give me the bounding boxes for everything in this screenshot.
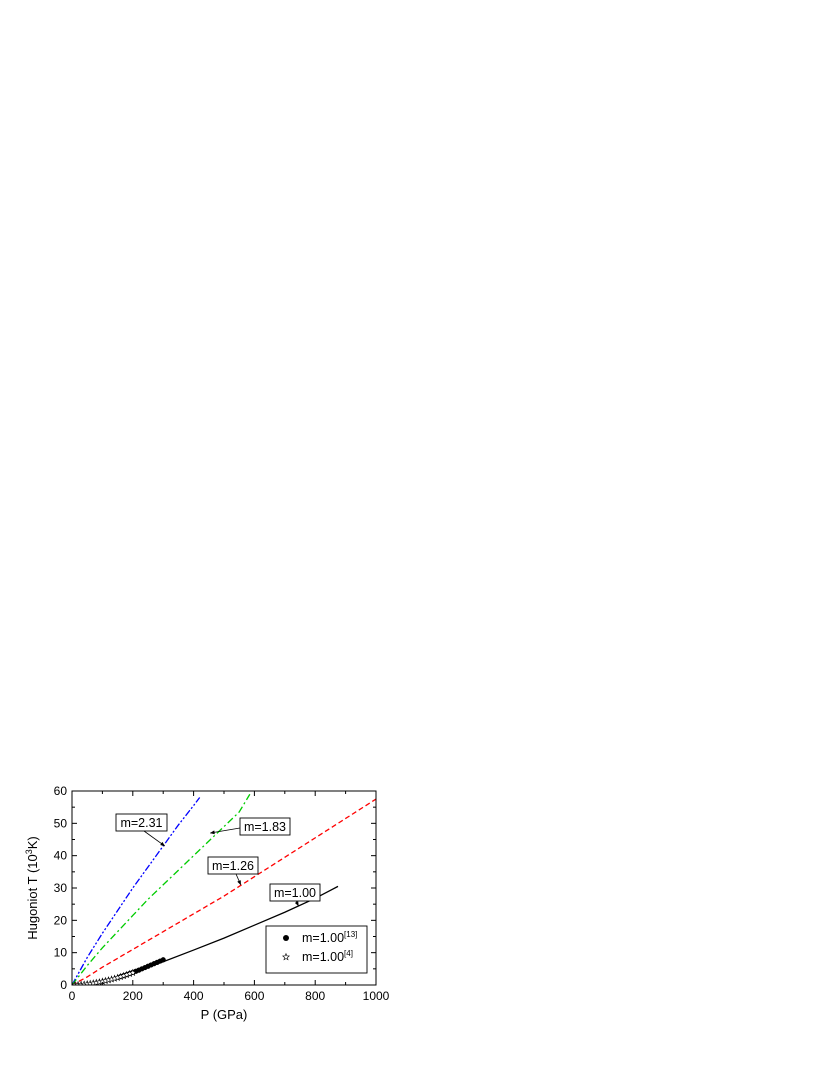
y-tick-label: 40 [54,849,68,863]
annotation-label: m=1.26 [212,859,254,873]
y-tick-label: 60 [54,784,68,798]
axis-ticks: 0 200 400 600 800 1000 0 10 20 30 40 50 60 [54,784,390,1003]
x-tick-label: 1000 [363,989,390,1003]
annotation-label: m=1.00 [274,886,316,900]
y-axis-title: Hugoniot T (103K) [24,836,40,940]
x-tick-label: 800 [305,989,325,1003]
y-axis-title-end: K) [25,836,40,849]
scatter-point-ref4 [128,968,137,976]
annotation-box [239,817,291,836]
plot-area [72,793,376,985]
series-line-m=1.83 [72,793,251,985]
annotation-m=1.26: m=1.26 [207,856,259,886]
legend-entry-ref: [4] [344,949,353,958]
legend-marker-circle [283,935,289,941]
legend-marker-star [282,952,290,961]
annotation-label: m=2.31 [120,816,162,830]
annotations: m=2.31 m=1.83 m=1.26 m=1.00 [115,813,321,907]
series-line-m=1.26 [72,798,376,985]
annotation-m=1.83: m=1.83 [209,817,291,836]
x-axis-title: P (GPa) [201,1007,248,1022]
y-tick-label: 0 [60,978,67,992]
y-tick-label: 20 [54,913,68,927]
legend-box [265,925,368,974]
annotation-arrow [143,830,166,847]
x-tick-label: 200 [123,989,143,1003]
annotation-label: m=1.83 [244,820,286,834]
y-axis-title-main: Hugoniot T (10 [25,854,40,940]
scatter-point-ref13 [160,957,166,963]
y-tick-label: 50 [54,816,68,830]
annotation-m=2.31: m=2.31 [115,813,168,847]
legend-entry-ref: [13] [344,930,357,939]
annotation-arrow [235,873,242,886]
annotation-box [207,856,259,875]
x-tick-label: 0 [69,989,76,1003]
legend-entry-label: m=1.00[13] [302,930,357,945]
annotation-box [115,813,168,832]
legend-entry-name: m=1.00 [302,931,344,945]
legend-entry-name: m=1.00 [302,950,344,964]
y-tick-label: 10 [54,946,68,960]
annotation-arrow [209,827,241,835]
legend-entry-label: m=1.00[4] [302,949,353,964]
series-line-m=2.31 [72,797,201,985]
legend: m=1.00[13]m=1.00[4] [265,925,368,974]
annotation-box [269,883,321,902]
annotation-m=1.00: m=1.00 [269,883,321,907]
y-axis-title-sup: 3 [24,849,34,854]
x-tick-label: 400 [184,989,204,1003]
y-tick-label: 30 [54,881,68,895]
annotation-arrow [294,900,299,907]
x-tick-label: 600 [244,989,264,1003]
